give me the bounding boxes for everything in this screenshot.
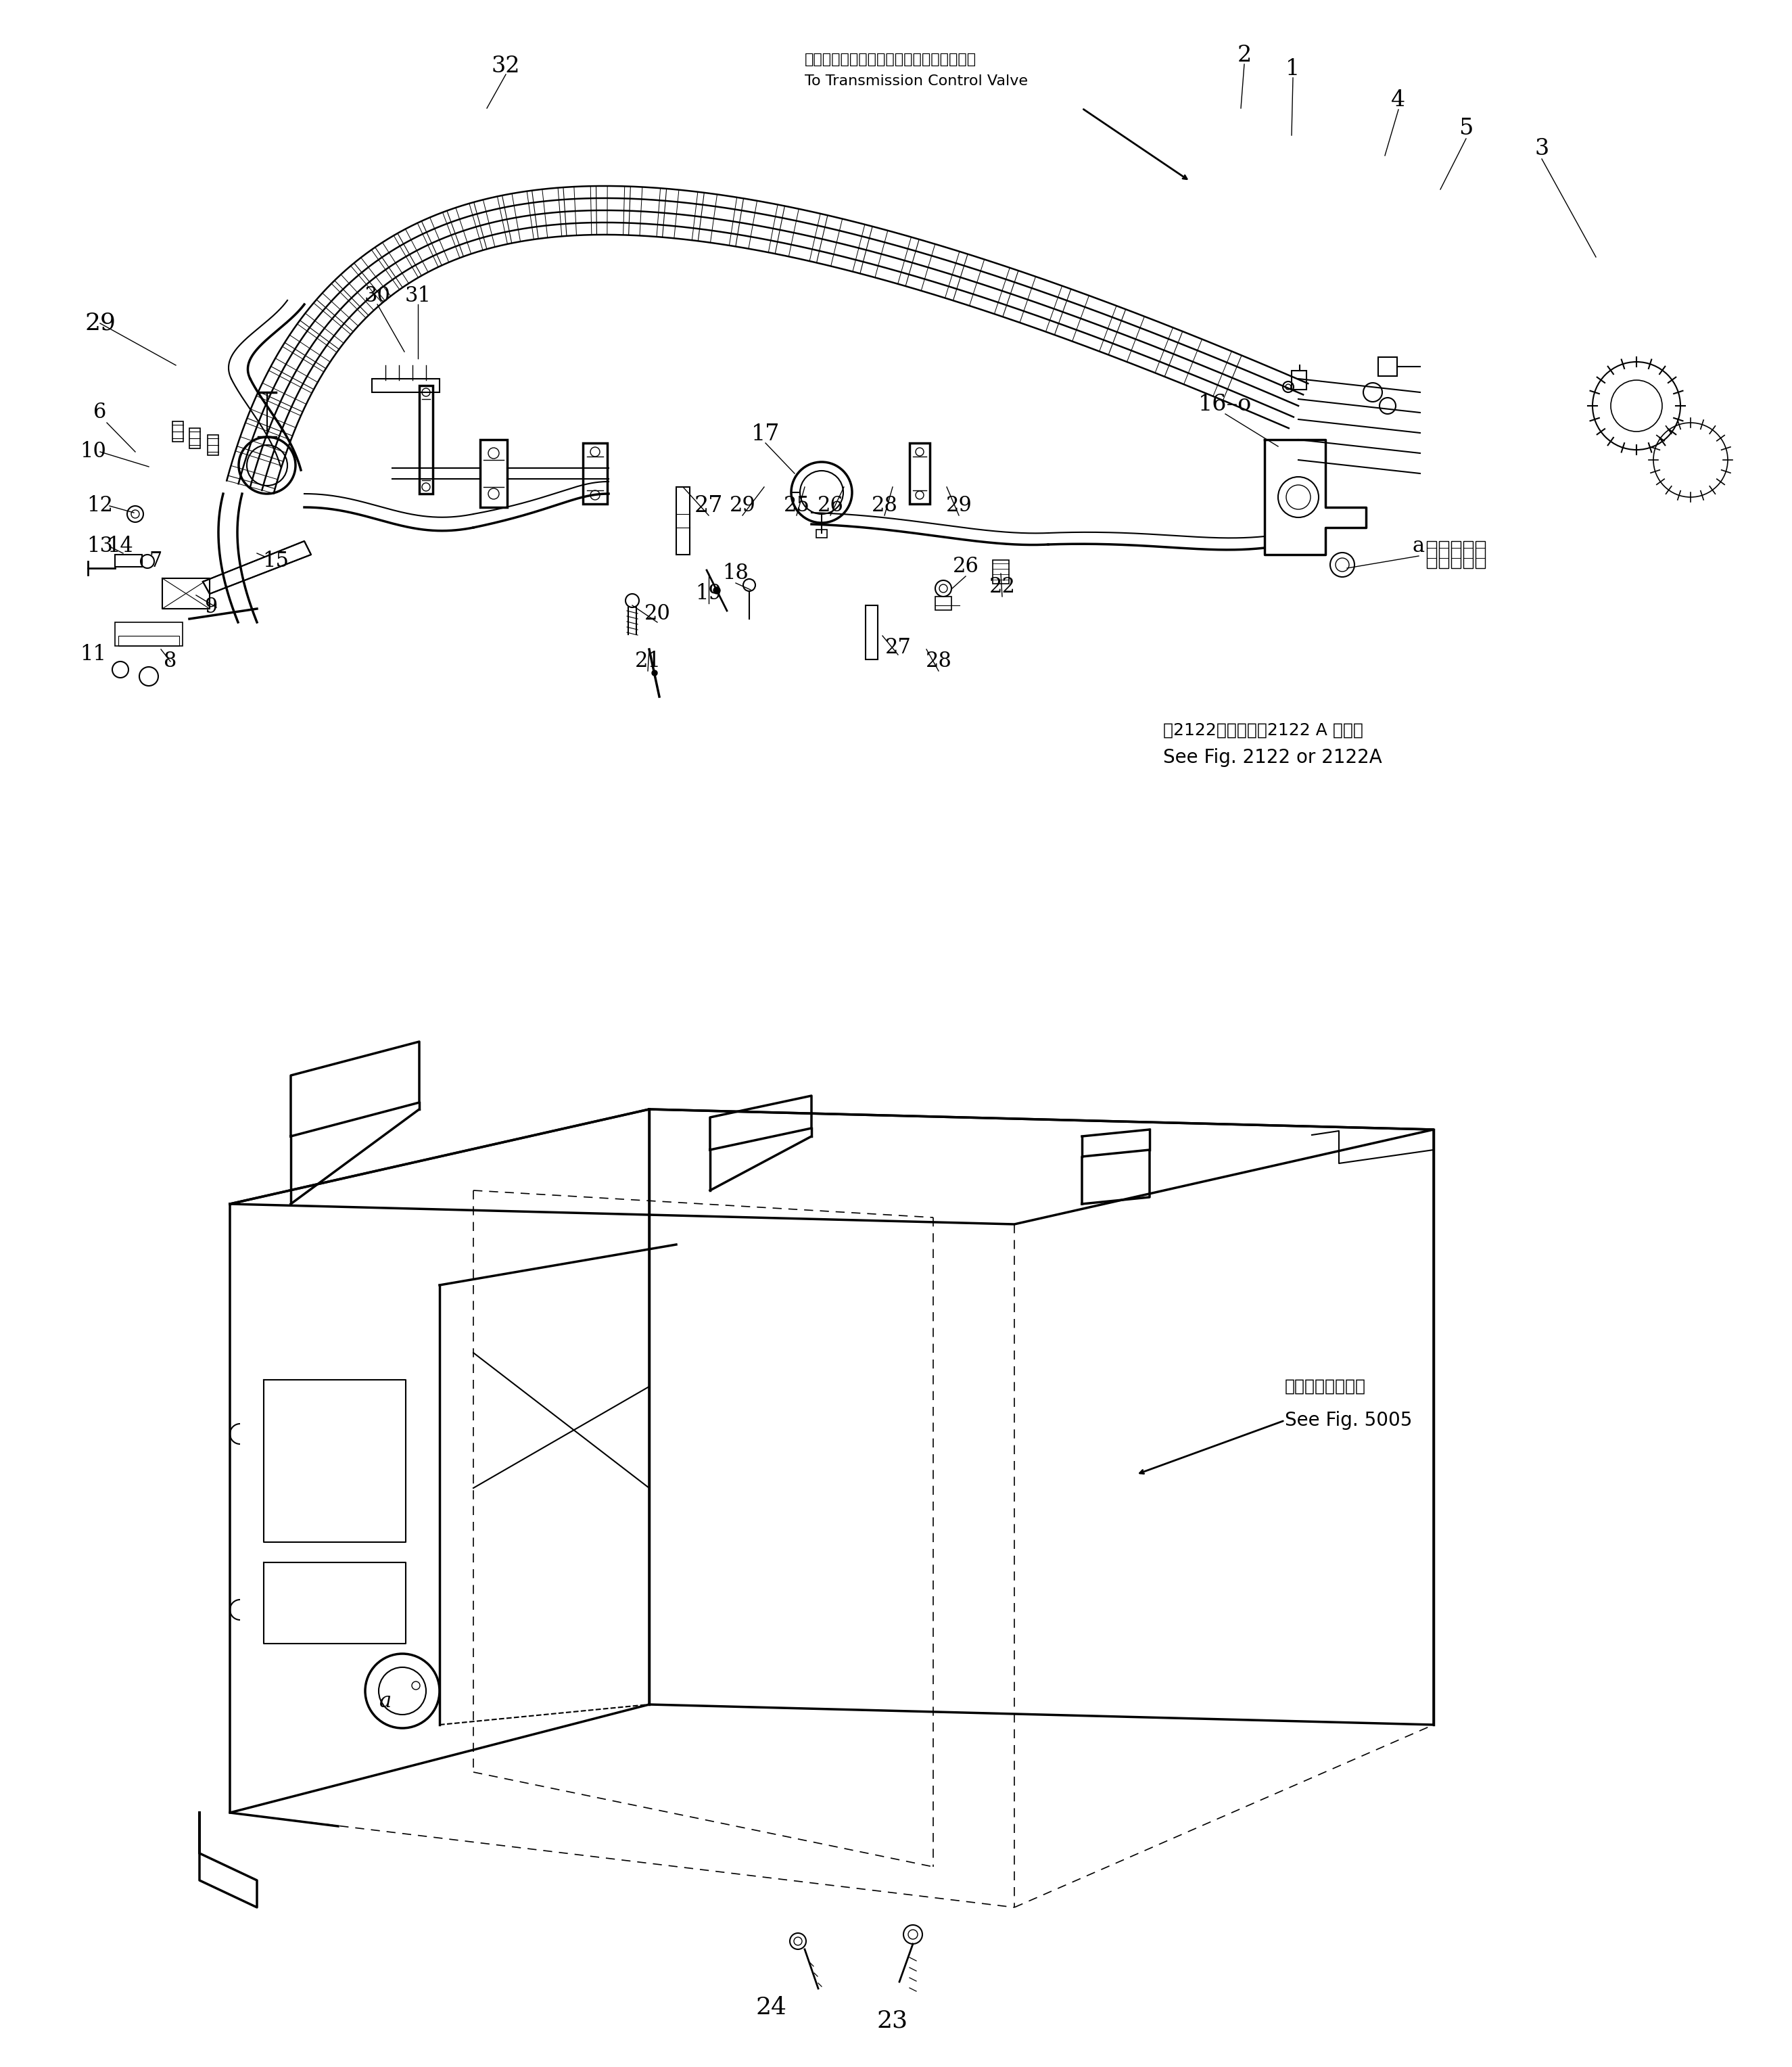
Text: 29: 29: [84, 312, 116, 335]
Text: 4: 4: [1391, 89, 1405, 112]
Bar: [115, 554, 142, 566]
Bar: [1439, 542, 1448, 568]
Bar: [373, 378, 439, 393]
Text: 10: 10: [81, 442, 106, 463]
Text: 5: 5: [1459, 118, 1473, 138]
Text: 19: 19: [695, 583, 722, 604]
Text: 3: 3: [1534, 138, 1548, 159]
Text: 16–o: 16–o: [1199, 393, 1253, 415]
Text: 18: 18: [722, 562, 749, 585]
Text: 25: 25: [783, 496, 810, 517]
Text: 32: 32: [491, 56, 520, 76]
Text: a: a: [1412, 535, 1425, 556]
Text: 1: 1: [1285, 58, 1301, 81]
Text: See Fig. 2122 or 2122A: See Fig. 2122 or 2122A: [1163, 748, 1382, 767]
Text: See Fig. 5005: See Fig. 5005: [1285, 1412, 1412, 1430]
Text: 14: 14: [108, 535, 133, 556]
Bar: [676, 488, 690, 554]
Bar: [115, 622, 183, 645]
Bar: [208, 434, 219, 455]
Text: 26: 26: [953, 556, 978, 577]
Bar: [118, 637, 179, 645]
Text: 21: 21: [634, 651, 661, 672]
Bar: [582, 442, 607, 504]
Bar: [480, 440, 507, 506]
Text: 8: 8: [163, 651, 177, 672]
Text: 第2122図または第2122 A 図参照: 第2122図または第2122 A 図参照: [1163, 721, 1364, 738]
Bar: [1452, 542, 1460, 568]
Text: 31: 31: [405, 285, 432, 306]
Text: トランスミッションコントロールバルブへ: トランスミッションコントロールバルブへ: [805, 54, 977, 66]
Bar: [935, 597, 952, 610]
Text: 22: 22: [989, 577, 1016, 597]
Polygon shape: [202, 542, 312, 593]
Text: 29: 29: [729, 496, 756, 517]
Text: 29: 29: [946, 496, 971, 517]
Text: 11: 11: [81, 645, 106, 666]
Text: To Transmission Control Valve: To Transmission Control Valve: [805, 74, 1029, 89]
Text: 23: 23: [876, 2009, 909, 2032]
Circle shape: [713, 587, 720, 593]
Text: 12: 12: [86, 496, 113, 517]
Bar: [815, 529, 828, 537]
Bar: [866, 606, 878, 659]
Bar: [1475, 542, 1486, 568]
Text: 2: 2: [1236, 45, 1251, 66]
Bar: [190, 428, 201, 449]
Text: 30: 30: [364, 285, 391, 306]
Bar: [419, 387, 434, 494]
Text: 9: 9: [204, 597, 217, 618]
Text: 26: 26: [817, 496, 844, 517]
Text: 7: 7: [149, 552, 161, 573]
Bar: [1464, 542, 1473, 568]
Text: 17: 17: [751, 424, 780, 444]
Text: 13: 13: [86, 535, 113, 556]
Text: 15: 15: [263, 552, 289, 573]
Circle shape: [652, 670, 658, 676]
Bar: [910, 442, 930, 504]
Text: 27: 27: [885, 637, 910, 659]
Text: 28: 28: [871, 496, 898, 517]
Text: 28: 28: [925, 651, 952, 672]
Text: 24: 24: [756, 1997, 787, 2019]
Bar: [1378, 358, 1398, 376]
Text: a: a: [380, 1691, 392, 1711]
Bar: [1292, 370, 1306, 389]
Text: 27: 27: [694, 496, 722, 517]
Bar: [1426, 542, 1437, 568]
Text: 20: 20: [643, 604, 670, 624]
Text: 6: 6: [93, 403, 108, 424]
Bar: [172, 422, 183, 442]
Text: 第５００５図参照: 第５００５図参照: [1285, 1379, 1366, 1395]
Bar: [993, 560, 1009, 583]
